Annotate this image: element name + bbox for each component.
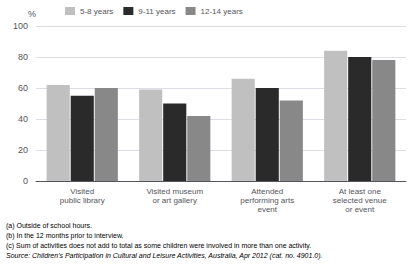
svg-text:(a) Outside of school hours.: (a) Outside of school hours. [6,222,92,230]
svg-text:selected venue: selected venue [333,196,387,205]
svg-text:(c) Sum of activities does not: (c) Sum of activities does not add to to… [6,242,311,250]
svg-text:40: 40 [18,114,28,124]
svg-text:public library: public library [60,196,105,205]
svg-text:Attended: Attended [251,187,283,196]
svg-text:(b) In the 12 months prior to: (b) In the 12 months prior to interview. [6,232,124,240]
svg-text:Visited museum: Visited museum [146,187,203,196]
svg-text:%: % [28,9,36,19]
svg-text:12-14 years: 12-14 years [201,7,243,16]
svg-text:20: 20 [18,145,28,155]
svg-text:or event: or event [345,205,375,214]
svg-text:or art gallery: or art gallery [153,196,197,205]
svg-text:event: event [257,205,277,214]
svg-text:Source: Children's Participati: Source: Children's Participation in Cult… [6,252,323,260]
svg-text:performing arts: performing arts [240,196,294,205]
svg-text:80: 80 [18,52,28,62]
svg-text:5-8 years: 5-8 years [80,7,113,16]
svg-text:Visited: Visited [70,187,94,196]
svg-text:60: 60 [18,83,28,93]
svg-text:9-11 years: 9-11 years [138,7,175,16]
svg-text:At least one: At least one [339,187,382,196]
svg-text:100: 100 [13,21,28,31]
svg-text:0: 0 [23,176,28,186]
